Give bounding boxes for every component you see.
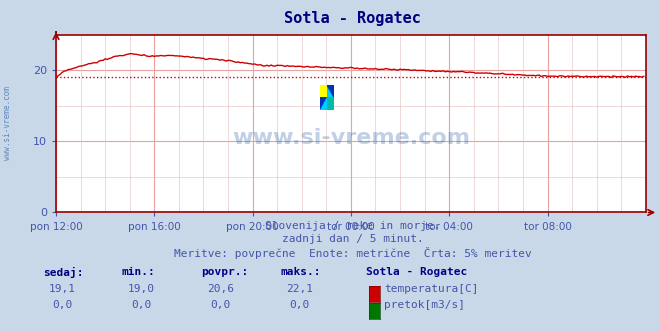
Text: Meritve: povprečne  Enote: metrične  Črta: 5% meritev: Meritve: povprečne Enote: metrične Črta:… — [174, 247, 531, 259]
Text: www.si-vreme.com: www.si-vreme.com — [232, 128, 470, 148]
Polygon shape — [320, 97, 327, 110]
Text: min.:: min.: — [122, 267, 156, 277]
Text: 19,1: 19,1 — [49, 284, 76, 294]
Text: 0,0: 0,0 — [290, 300, 310, 310]
Text: 0,0: 0,0 — [132, 300, 152, 310]
Text: www.si-vreme.com: www.si-vreme.com — [3, 86, 13, 160]
Text: 19,0: 19,0 — [129, 284, 155, 294]
Text: zadnji dan / 5 minut.: zadnji dan / 5 minut. — [281, 234, 424, 244]
Polygon shape — [327, 85, 334, 97]
Text: Slovenija / reke in morje.: Slovenija / reke in morje. — [265, 221, 440, 231]
Text: Sotla - Rogatec: Sotla - Rogatec — [366, 267, 467, 277]
Text: Sotla - Rogatec: Sotla - Rogatec — [284, 11, 421, 26]
Text: 0,0: 0,0 — [53, 300, 72, 310]
Text: pretok[m3/s]: pretok[m3/s] — [384, 300, 465, 310]
Text: 22,1: 22,1 — [287, 284, 313, 294]
Text: maks.:: maks.: — [280, 267, 320, 277]
Text: sedaj:: sedaj: — [43, 267, 83, 278]
Text: povpr.:: povpr.: — [201, 267, 248, 277]
Text: temperatura[C]: temperatura[C] — [384, 284, 478, 294]
Text: 20,6: 20,6 — [208, 284, 234, 294]
Text: 0,0: 0,0 — [211, 300, 231, 310]
